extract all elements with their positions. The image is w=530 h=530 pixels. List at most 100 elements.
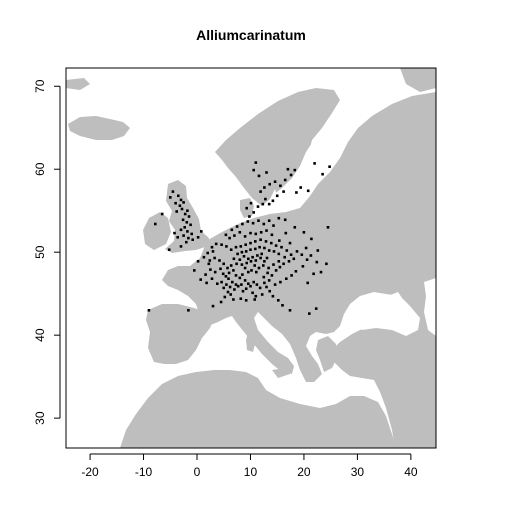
occurrence-point: [270, 233, 274, 237]
occurrence-point: [191, 238, 194, 241]
occurrence-point: [229, 293, 232, 296]
land-novaya-zemlya: [400, 68, 436, 92]
occurrence-point: [253, 264, 256, 267]
occurrence-point: [209, 268, 212, 271]
occurrence-point: [181, 218, 185, 222]
y-axis: 30 40 50 60 70: [33, 79, 61, 425]
sea-gulf-of-finland: [304, 166, 330, 172]
occurrence-point: [295, 250, 299, 253]
occurrence-point: [274, 269, 278, 272]
occurrence-point: [185, 221, 189, 224]
occurrence-point: [238, 231, 242, 234]
occurrence-point: [316, 249, 320, 252]
occurrence-point: [225, 245, 228, 248]
occurrence-point: [179, 245, 183, 248]
y-tick-label: 60: [33, 162, 47, 176]
occurrence-point: [186, 209, 189, 212]
occurrence-point: [220, 243, 223, 246]
occurrence-point: [278, 265, 282, 269]
occurrence-point: [228, 285, 232, 289]
occurrence-point: [302, 231, 306, 234]
sea-baltic: [272, 126, 330, 208]
occurrence-point: [183, 212, 187, 216]
occurrence-point: [273, 283, 277, 286]
occurrence-point: [271, 294, 275, 298]
x-tick-label: 20: [297, 465, 311, 479]
occurrence-point: [295, 191, 298, 194]
occurrence-points: [147, 161, 331, 315]
occurrence-point: [177, 194, 180, 198]
occurrence-point: [208, 259, 212, 262]
occurrence-point: [241, 289, 245, 293]
occurrence-point: [211, 304, 215, 308]
occurrence-point: [187, 309, 190, 312]
x-tick-label: 10: [244, 465, 258, 479]
occurrence-point: [264, 197, 267, 201]
occurrence-point: [246, 220, 250, 223]
land-sardinia: [246, 330, 256, 352]
occurrence-point: [289, 173, 293, 177]
occurrence-point: [249, 231, 252, 235]
occurrence-point: [263, 186, 266, 189]
occurrence-point: [173, 231, 176, 235]
occurrence-point: [287, 260, 291, 263]
occurrence-point: [249, 260, 253, 263]
occurrence-point: [252, 211, 255, 214]
x-tick-label: 30: [351, 465, 365, 479]
occurrence-point: [213, 270, 217, 274]
occurrence-point: [265, 229, 268, 232]
occurrence-point: [267, 279, 271, 282]
occurrence-point: [283, 255, 286, 259]
occurrence-point: [283, 218, 287, 222]
occurrence-point: [200, 230, 203, 233]
occurrence-point: [178, 204, 182, 207]
occurrence-point: [273, 180, 277, 183]
y-tick-label: 40: [33, 328, 47, 342]
occurrence-point: [222, 286, 225, 290]
occurrence-point: [313, 162, 316, 165]
occurrence-point: [279, 280, 282, 284]
occurrence-point: [254, 247, 257, 251]
occurrence-point: [234, 274, 238, 277]
occurrence-point: [205, 281, 208, 285]
occurrence-point: [214, 242, 218, 246]
occurrence-point: [265, 285, 268, 289]
occurrence-point: [277, 252, 281, 256]
occurrence-point: [180, 207, 184, 211]
occurrence-point: [219, 267, 222, 271]
occurrence-point: [326, 226, 330, 229]
occurrence-point: [244, 243, 247, 246]
occurrence-point: [216, 282, 219, 285]
occurrence-point: [249, 284, 252, 288]
occurrence-point: [167, 248, 171, 251]
occurrence-point: [266, 271, 269, 275]
occurrence-point: [271, 199, 275, 203]
occurrence-point: [305, 258, 309, 261]
occurrence-point: [306, 189, 310, 193]
plot-frame: [65, 67, 437, 449]
occurrence-point: [272, 224, 275, 227]
occurrence-point: [238, 276, 242, 280]
occurrence-point: [321, 172, 324, 176]
occurrence-point: [233, 234, 236, 237]
occurrence-point: [249, 241, 252, 245]
occurrence-point: [245, 206, 248, 210]
land-sicily: [272, 368, 290, 378]
occurrence-point: [235, 262, 238, 266]
occurrence-point: [249, 201, 253, 205]
occurrence-point: [211, 250, 215, 253]
occurrence-point: [268, 182, 271, 186]
occurrence-point: [229, 264, 233, 267]
occurrence-point: [272, 263, 275, 266]
occurrence-point: [228, 236, 231, 240]
sea-azov: [388, 292, 402, 302]
occurrence-point: [283, 178, 287, 182]
occurrence-point: [202, 255, 206, 259]
land-ireland: [143, 212, 171, 250]
occurrence-point: [226, 266, 229, 270]
occurrence-point: [193, 269, 196, 272]
occurrence-point: [231, 280, 234, 284]
occurrence-point: [263, 246, 266, 250]
occurrence-point: [241, 273, 244, 276]
